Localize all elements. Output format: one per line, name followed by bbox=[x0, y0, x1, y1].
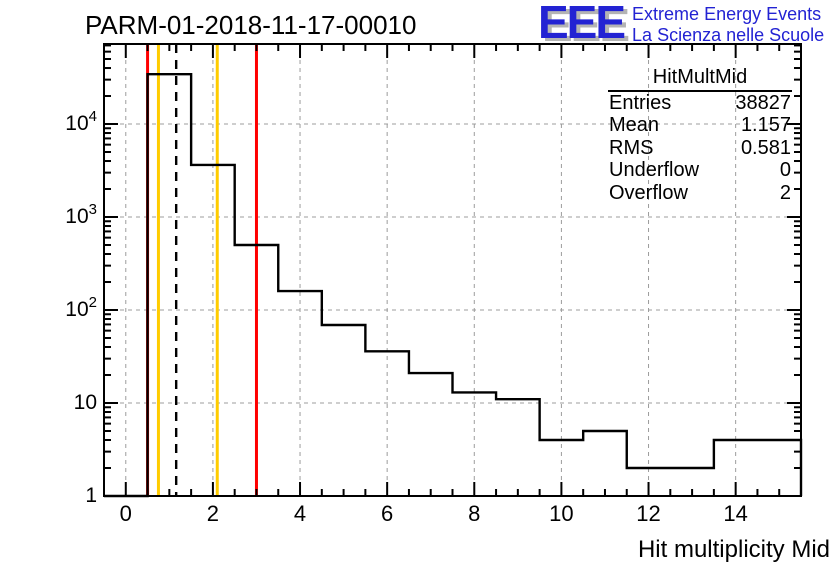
stat-label: Overflow bbox=[609, 181, 688, 204]
x-tick-label: 8 bbox=[468, 501, 480, 526]
y-tick-label: 103 bbox=[65, 201, 97, 228]
y-tick-label: 102 bbox=[65, 294, 97, 321]
stat-row-rms: RMS 0.581 bbox=[608, 137, 792, 159]
chart-title: PARM-01-2018-11-17-00010 bbox=[85, 10, 417, 40]
eee-logo-tagline-2: La Scienza nelle Scuole bbox=[632, 25, 825, 45]
stat-value: 0.581 bbox=[740, 136, 791, 159]
stat-value: 0 bbox=[779, 159, 791, 182]
x-tick-label: 12 bbox=[636, 501, 660, 526]
eee-logo: EEE Extreme Energy Events La Scienza nel… bbox=[538, 0, 824, 48]
eee-logo-tagline-1: Extreme Energy Events bbox=[632, 4, 822, 24]
stat-row-entries: Entries 38827 bbox=[608, 92, 792, 114]
histogram-step-line bbox=[104, 72, 803, 498]
stat-value: 38827 bbox=[735, 92, 791, 114]
stat-label: RMS bbox=[609, 136, 654, 159]
stat-box-title: HitMultMid bbox=[608, 66, 792, 92]
eee-logo-acronym: EEE bbox=[538, 0, 626, 48]
x-tick-label: 14 bbox=[723, 501, 747, 526]
y-tick-label: 10 bbox=[74, 391, 97, 414]
stat-row-mean: Mean 1.157 bbox=[608, 114, 792, 136]
x-tick-label: 4 bbox=[294, 501, 306, 526]
y-tick-label: 1 bbox=[85, 484, 97, 507]
stat-label: Underflow bbox=[609, 159, 700, 182]
eee-logo-taglines: Extreme Energy Events La Scienza nelle S… bbox=[632, 4, 824, 46]
stat-value: 1.157 bbox=[740, 114, 791, 137]
stat-label: Mean bbox=[609, 114, 660, 137]
x-tick-label: 10 bbox=[549, 501, 573, 526]
stat-row-overflow: Overflow 2 bbox=[608, 182, 792, 204]
x-axis-title: Hit multiplicity Mid bbox=[637, 536, 830, 563]
stat-box: HitMultMid Entries 38827 Mean 1.157 RMS … bbox=[608, 66, 792, 204]
x-tick-label: 2 bbox=[207, 501, 219, 526]
stat-value: 2 bbox=[779, 181, 791, 204]
y-tick-label: 104 bbox=[65, 108, 97, 135]
x-tick-label: 0 bbox=[120, 501, 132, 526]
stat-label: Entries bbox=[609, 92, 672, 114]
stat-row-underflow: Underflow 0 bbox=[608, 159, 792, 181]
x-tick-label: 6 bbox=[381, 501, 393, 526]
